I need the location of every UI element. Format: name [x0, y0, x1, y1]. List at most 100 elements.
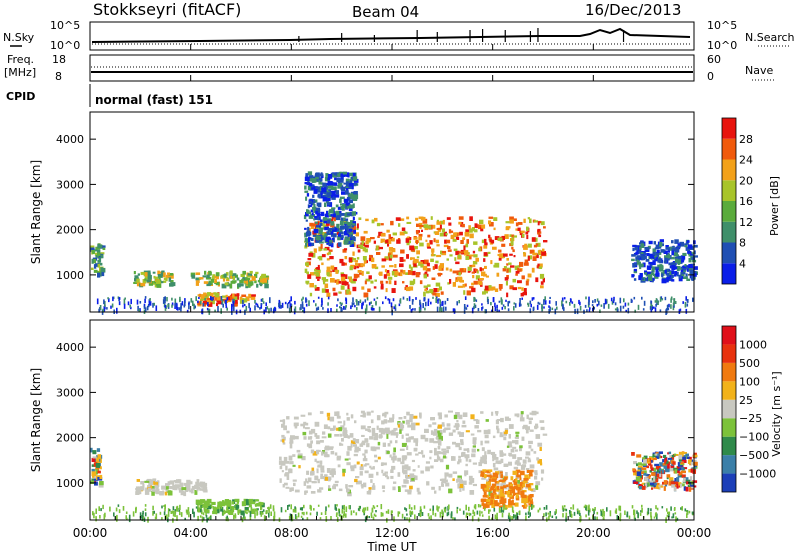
power-cell [304, 181, 307, 185]
power-colorbar-tick: 4 [739, 257, 746, 270]
velocity-ground-scatter [270, 511, 272, 516]
power-ground-scatter [437, 299, 439, 304]
velocity-cell [663, 486, 666, 491]
velocity-cell [322, 431, 326, 435]
velocity-colorbar-tick: −25 [739, 412, 762, 425]
velocity-cell [485, 419, 489, 422]
power-cell [133, 281, 138, 284]
velocity-ground-scatter [419, 511, 422, 518]
power-ground-scatter [414, 308, 416, 311]
velocity-cell [300, 414, 306, 417]
power-cell [97, 249, 101, 254]
velocity-cell [342, 429, 348, 433]
velocity-cell [540, 469, 545, 474]
velocity-ground-scatter [208, 506, 210, 509]
velocity-ground-scatter [511, 506, 514, 510]
velocity-cell [411, 476, 415, 481]
power-cell [413, 237, 418, 240]
power-cell [310, 184, 315, 189]
power-ground-scatter [613, 296, 615, 301]
power-cell [665, 278, 669, 283]
velocity-ground-scatter [398, 511, 401, 515]
velocity-ground-scatter [364, 516, 367, 523]
velocity-cell [361, 442, 366, 446]
power-cell [326, 258, 330, 261]
velocity-ground-scatter [226, 515, 228, 519]
power-cell [423, 274, 427, 279]
power-cell [102, 247, 106, 250]
velocity-cell [516, 487, 522, 491]
power-cell [311, 212, 314, 216]
power-cell [330, 231, 334, 235]
velocity-ground-scatter [122, 506, 125, 511]
power-cell [320, 177, 323, 182]
power-cell [438, 266, 442, 271]
velocity-cell [646, 482, 652, 487]
velocity-cell [658, 455, 661, 459]
power-cell [433, 288, 439, 293]
velocity-cell [337, 421, 342, 424]
velocity-cell [647, 458, 650, 461]
power-cell [226, 277, 230, 281]
power-cell [511, 246, 514, 250]
velocity-cell [245, 500, 251, 506]
velocity-cell [428, 424, 432, 428]
power-cell [314, 221, 318, 224]
velocity-cell [194, 485, 199, 490]
velocity-cell [649, 482, 655, 486]
power-ground-scatter [388, 298, 391, 304]
velocity-cell [310, 440, 313, 444]
power-cell [307, 258, 312, 261]
velocity-cell [179, 487, 183, 491]
power-cell [313, 223, 318, 227]
velocity-cell [327, 417, 331, 421]
power-cell [389, 265, 394, 268]
velocity-cell [429, 456, 432, 460]
power-ground-scatter [233, 305, 235, 312]
power-ground-scatter [139, 301, 142, 304]
power-ground-scatter [118, 301, 121, 306]
power-cell [324, 202, 327, 207]
power-cell [671, 279, 675, 282]
velocity-ground-scatter [468, 512, 471, 517]
velocity-cell [485, 498, 490, 503]
power-cell [363, 259, 367, 264]
velocity-ground-scatter [176, 515, 178, 521]
velocity-ground-scatter [327, 504, 330, 508]
power-cell [674, 271, 678, 276]
power-cell [330, 214, 333, 217]
power-cell [168, 277, 172, 282]
velocity-cell [659, 474, 662, 478]
power-cell [314, 174, 317, 179]
velocity-cell [445, 464, 450, 470]
velocity-cell [96, 448, 101, 452]
velocity-ground-scatter [393, 516, 395, 522]
velocity-cell [493, 467, 499, 471]
velocity-ground-scatter [222, 511, 224, 516]
power-cell [430, 224, 436, 229]
power-ground-scatter [274, 306, 276, 311]
velocity-cell [473, 419, 478, 422]
power-ground-scatter [352, 297, 354, 303]
power-cell [464, 252, 469, 256]
power-cell [142, 279, 147, 284]
velocity-cell [685, 453, 689, 456]
power-cell [457, 285, 463, 288]
power-cell [526, 278, 530, 282]
velocity-cell [361, 440, 365, 443]
power-cell [473, 254, 478, 258]
power-cell [682, 265, 687, 269]
velocity-ground-scatter [545, 505, 548, 510]
velocity-cell [429, 450, 433, 454]
velocity-cell [499, 471, 503, 474]
power-cell [633, 278, 637, 281]
power-cell [469, 264, 473, 268]
velocity-ground-scatter [371, 507, 374, 513]
velocity-cell [528, 483, 534, 486]
power-cell [325, 222, 330, 226]
velocity-ground-scatter [466, 512, 469, 515]
power-cell [349, 180, 353, 185]
power-ground-scatter [382, 301, 384, 305]
velocity-cell [491, 503, 495, 508]
power-cell [494, 288, 499, 292]
